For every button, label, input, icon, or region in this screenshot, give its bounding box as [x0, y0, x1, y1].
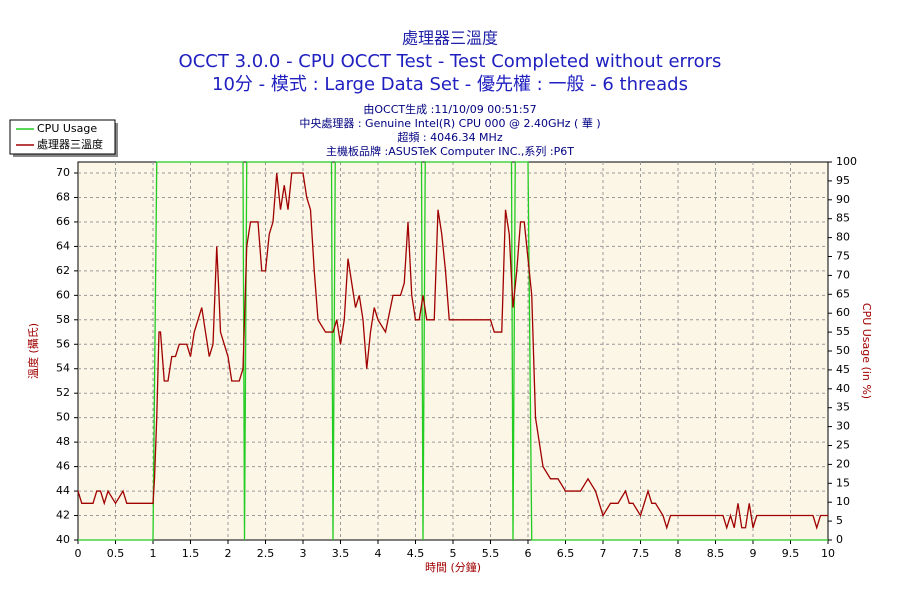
info-line: 超頻 : 4046.34 MHz	[397, 130, 502, 144]
y2-tick-label: 30	[836, 420, 850, 433]
x-tick-label: 7.5	[632, 547, 650, 560]
x-tick-label: 8.5	[707, 547, 725, 560]
x-tick-label: 2.5	[257, 547, 275, 560]
x-tick-label: 0.5	[107, 547, 125, 560]
y-axis-label: 溫度 (攝氏)	[26, 323, 40, 379]
x-tick-label: 1	[150, 547, 157, 560]
x-tick-label: 3.5	[332, 547, 350, 560]
x-tick-label: 4	[375, 547, 382, 560]
x-tick-label: 7	[600, 547, 607, 560]
y-tick-label: 42	[56, 509, 70, 522]
x-tick-label: 10	[821, 547, 835, 560]
y-tick-label: 70	[56, 166, 70, 179]
y2-tick-label: 60	[836, 306, 850, 319]
chart-title: 處理器三溫度	[402, 29, 498, 48]
x-tick-label: 0	[75, 547, 82, 560]
x-tick-label: 5.5	[482, 547, 500, 560]
y2-tick-label: 50	[836, 344, 850, 357]
y-tick-label: 50	[56, 411, 70, 424]
y2-tick-label: 40	[836, 382, 850, 395]
series-line	[78, 161, 828, 541]
y-tick-label: 54	[56, 362, 70, 375]
y2-tick-label: 55	[836, 325, 850, 338]
y2-tick-label: 85	[836, 212, 850, 225]
x-tick-label: 9	[750, 547, 757, 560]
y-tick-label: 52	[56, 386, 70, 399]
x-tick-label: 3	[300, 547, 307, 560]
x-tick-label: 6	[525, 547, 532, 560]
y-tick-label: 44	[56, 484, 70, 497]
subtitle: OCCT 3.0.0 - CPU OCCT Test - Test Comple…	[179, 51, 722, 72]
subtitle: 10分 - 模式 : Large Data Set - 優先權 : 一般 - 6…	[212, 74, 688, 95]
y2-tick-label: 80	[836, 231, 850, 244]
info-line: 主機板品牌 :ASUSTeK Computer INC.,系列 :P6T	[326, 144, 574, 158]
y-tick-label: 66	[56, 215, 70, 228]
info-line: 中央處理器 : Genuine Intel(R) CPU 000 @ 2.40G…	[299, 116, 600, 130]
legend	[9, 119, 116, 155]
y2-tick-label: 25	[836, 439, 850, 452]
y-tick-label: 62	[56, 264, 70, 277]
y2-tick-label: 35	[836, 401, 850, 414]
y2-axis-label: CPU Usage (in %)	[860, 303, 873, 399]
x-tick-label: 2	[225, 547, 232, 560]
y-tick-label: 56	[56, 337, 70, 350]
y2-tick-label: 75	[836, 250, 850, 263]
y2-tick-label: 70	[836, 268, 850, 281]
y-tick-label: 60	[56, 288, 70, 301]
y2-tick-label: 20	[836, 457, 850, 470]
info-line: 由OCCT生成 :11/10/09 00:51:57	[363, 102, 536, 116]
y2-tick-label: 100	[836, 155, 857, 168]
series-line	[77, 172, 828, 530]
x-tick-label: 6.5	[557, 547, 575, 560]
y-tick-label: 40	[56, 533, 70, 546]
x-tick-label: 9.5	[782, 547, 800, 560]
y2-tick-label: 90	[836, 193, 850, 206]
y2-tick-label: 95	[836, 174, 850, 187]
y2-tick-label: 65	[836, 287, 850, 300]
y-tick-label: 48	[56, 435, 70, 448]
y-tick-label: 68	[56, 190, 70, 203]
y2-tick-label: 0	[836, 533, 843, 546]
legend-label: CPU Usage	[37, 122, 97, 135]
y-tick-label: 58	[56, 313, 70, 326]
y2-tick-label: 45	[836, 363, 850, 376]
y-tick-label: 64	[56, 239, 70, 252]
y2-tick-label: 5	[836, 514, 843, 527]
x-tick-label: 8	[675, 547, 682, 560]
x-tick-label: 4.5	[407, 547, 425, 560]
x-tick-label: 5	[450, 547, 457, 560]
x-tick-label: 1.5	[182, 547, 200, 560]
legend-label: 處理器三溫度	[37, 137, 103, 151]
x-axis-label: 時間 (分鐘)	[425, 560, 481, 574]
y-tick-label: 46	[56, 460, 70, 473]
y2-tick-label: 15	[836, 476, 850, 489]
y2-tick-label: 10	[836, 495, 850, 508]
